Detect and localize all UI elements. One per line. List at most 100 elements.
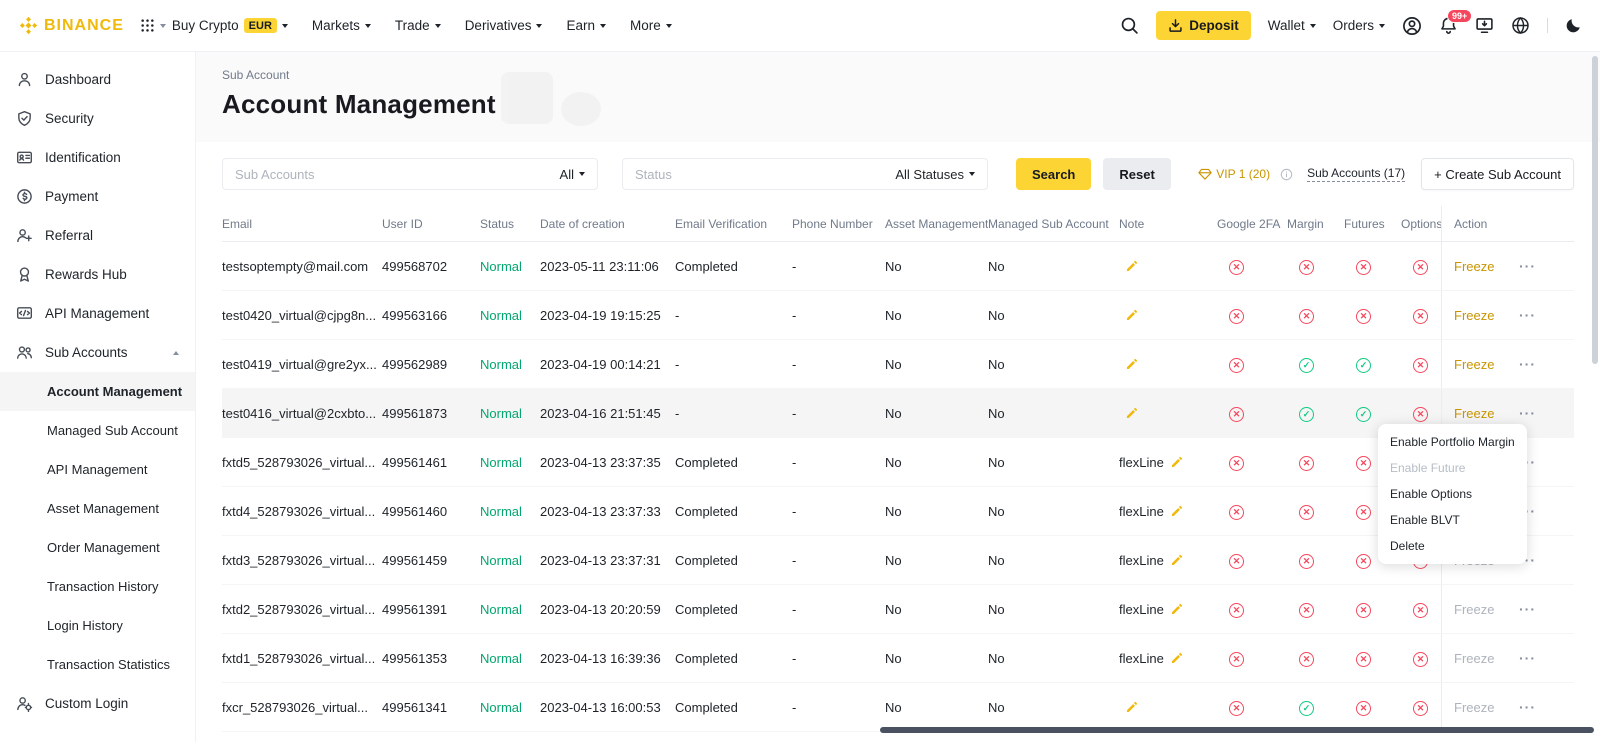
row-status: Normal: [480, 700, 540, 715]
x-circle-icon: ✕: [1229, 652, 1244, 667]
table-row[interactable]: fxtd2_528793026_virtual... 499561391 Nor…: [222, 585, 1574, 634]
freeze-button[interactable]: Freeze: [1454, 406, 1494, 421]
edit-note-icon[interactable]: [1125, 259, 1139, 273]
vip-level-link[interactable]: VIP 1 (20): [1198, 167, 1270, 181]
orders-menu[interactable]: Orders: [1333, 18, 1385, 33]
sub-accounts-scope-select[interactable]: All: [560, 167, 585, 182]
menu-item-delete[interactable]: Delete: [1378, 533, 1527, 559]
freeze-button[interactable]: Freeze: [1454, 308, 1494, 323]
more-actions-button[interactable]: ···: [1519, 356, 1553, 372]
table-row[interactable]: test0419_virtual@gre2yx... 499562989 Nor…: [222, 340, 1574, 389]
row-email-verification: Completed: [675, 259, 792, 274]
sidebar-subitem-login-history[interactable]: Login History: [0, 606, 195, 645]
sidebar-item-security[interactable]: Security: [0, 99, 195, 138]
table-row[interactable]: fxcr_528793026_virtual... 499561341 Norm…: [222, 683, 1574, 732]
create-sub-account-button[interactable]: + Create Sub Account: [1421, 158, 1574, 190]
edit-note-icon[interactable]: [1170, 602, 1184, 616]
nav-derivatives[interactable]: Derivatives: [465, 18, 543, 33]
dark-mode-toggle-icon[interactable]: [1565, 17, 1582, 34]
more-actions-button[interactable]: ···: [1519, 650, 1553, 666]
nav-markets[interactable]: Markets: [312, 18, 371, 33]
sidebar-subitem-account-management[interactable]: Account Management: [0, 372, 195, 411]
notifications-bell-icon[interactable]: 99+: [1439, 16, 1458, 35]
language-globe-icon[interactable]: [1511, 16, 1530, 35]
edit-note-icon[interactable]: [1170, 553, 1184, 567]
sidebar-subitem-managed-sub-account[interactable]: Managed Sub Account: [0, 411, 195, 450]
row-options: ✕: [1401, 405, 1441, 422]
sidebar-subitem-order-management[interactable]: Order Management: [0, 528, 195, 567]
sidebar-item-api-management[interactable]: API Management: [0, 294, 195, 333]
column-header-managed-sub-account[interactable]: Managed Sub Account: [988, 217, 1119, 231]
edit-note-icon[interactable]: [1125, 357, 1139, 371]
freeze-button[interactable]: Freeze: [1454, 259, 1494, 274]
freeze-button[interactable]: Freeze: [1454, 651, 1494, 666]
reset-button[interactable]: Reset: [1103, 158, 1170, 190]
table-row[interactable]: fxtd5_528793026_virtual... 499561461 Nor…: [222, 438, 1574, 487]
edit-note-icon[interactable]: [1170, 504, 1184, 518]
sidebar-item-rewards-hub[interactable]: Rewards Hub: [0, 255, 195, 294]
sidebar-item-payment[interactable]: Payment: [0, 177, 195, 216]
sidebar-item-identification[interactable]: Identification: [0, 138, 195, 177]
table-row[interactable]: fxtd3_528793026_virtual... 499561459 Nor…: [222, 536, 1574, 585]
sidebar-subitem-api-management[interactable]: API Management: [0, 450, 195, 489]
sidebar-item-sub-accounts[interactable]: Sub Accounts: [0, 333, 195, 372]
profile-icon[interactable]: [1402, 16, 1422, 36]
edit-note-icon[interactable]: [1125, 700, 1139, 714]
horizontal-scrollbar[interactable]: [880, 727, 1594, 733]
note-text: flexLine: [1119, 504, 1164, 519]
nav-buy-crypto[interactable]: Buy Crypto EUR: [172, 18, 288, 33]
vip-diamond-icon: [1198, 167, 1212, 181]
sub-accounts-search-input[interactable]: [235, 167, 552, 182]
table-row[interactable]: test0420_virtual@cjpg8n... 499563166 Nor…: [222, 291, 1574, 340]
nav-more[interactable]: More: [630, 18, 672, 33]
menu-item-enable-blvt[interactable]: Enable BLVT: [1378, 507, 1527, 533]
edit-note-icon[interactable]: [1170, 651, 1184, 665]
search-button[interactable]: Search: [1016, 158, 1091, 190]
binance-logo[interactable]: BINANCE: [18, 15, 124, 36]
edit-note-icon[interactable]: [1125, 308, 1139, 322]
nav-earn[interactable]: Earn: [566, 18, 606, 33]
breadcrumb[interactable]: Sub Account: [222, 68, 1574, 82]
sidebar-item-dashboard[interactable]: Dashboard: [0, 60, 195, 99]
vertical-scrollbar[interactable]: [1592, 56, 1598, 364]
sidebar-item-label: Security: [45, 111, 94, 126]
more-actions-button[interactable]: ···: [1519, 699, 1553, 715]
sidebar-subitem-transaction-statistics[interactable]: Transaction Statistics: [0, 645, 195, 684]
table-row[interactable]: fxtd1_528793026_virtual... 499561353 Nor…: [222, 634, 1574, 683]
sub-accounts-count-link[interactable]: Sub Accounts (17): [1307, 166, 1405, 182]
status-select[interactable]: All Statuses: [895, 167, 975, 182]
search-icon[interactable]: [1120, 16, 1139, 35]
menu-item-enable-portfolio-margin[interactable]: Enable Portfolio Margin: [1378, 429, 1527, 455]
sidebar-subitem-asset-management[interactable]: Asset Management: [0, 489, 195, 528]
x-circle-icon: ✕: [1413, 309, 1428, 324]
table-row[interactable]: fxtd4_528793026_virtual... 499561460 Nor…: [222, 487, 1574, 536]
desktop-download-icon[interactable]: [1475, 16, 1494, 35]
column-header-date-of-creation: Date of creation: [540, 217, 675, 231]
status-search-input[interactable]: [635, 167, 887, 182]
more-actions-button[interactable]: ···: [1519, 258, 1553, 274]
freeze-button[interactable]: Freeze: [1454, 602, 1494, 617]
menu-item-enable-options[interactable]: Enable Options: [1378, 481, 1527, 507]
apps-menu-button[interactable]: [140, 18, 166, 33]
sidebar-subitem-transaction-history[interactable]: Transaction History: [0, 567, 195, 606]
freeze-button[interactable]: Freeze: [1454, 700, 1494, 715]
row-phone-number: -: [792, 259, 885, 274]
currency-badge[interactable]: EUR: [244, 18, 277, 33]
more-actions-button[interactable]: ···: [1519, 307, 1553, 323]
sidebar-item-referral[interactable]: Referral: [0, 216, 195, 255]
more-actions-button[interactable]: ···: [1519, 601, 1553, 617]
deposit-button[interactable]: Deposit: [1156, 11, 1251, 40]
more-actions-button[interactable]: ···: [1519, 405, 1553, 421]
info-icon[interactable]: [1280, 168, 1293, 181]
freeze-button[interactable]: Freeze: [1454, 357, 1494, 372]
sidebar-item-custom-login[interactable]: Custom Login: [0, 684, 195, 723]
wallet-menu[interactable]: Wallet: [1268, 18, 1316, 33]
table-row[interactable]: test0416_virtual@2cxbto... 499561873 Nor…: [222, 389, 1574, 438]
nav-trade[interactable]: Trade: [395, 18, 441, 33]
edit-note-icon[interactable]: [1170, 455, 1184, 469]
edit-note-icon[interactable]: [1125, 406, 1139, 420]
column-header-asset-management[interactable]: Asset Management: [885, 217, 988, 231]
row-google-2fa: ✕: [1217, 258, 1287, 275]
table-row[interactable]: testsoptempty@mail.com 499568702 Normal …: [222, 242, 1574, 291]
column-header-margin: Margin: [1287, 217, 1344, 231]
